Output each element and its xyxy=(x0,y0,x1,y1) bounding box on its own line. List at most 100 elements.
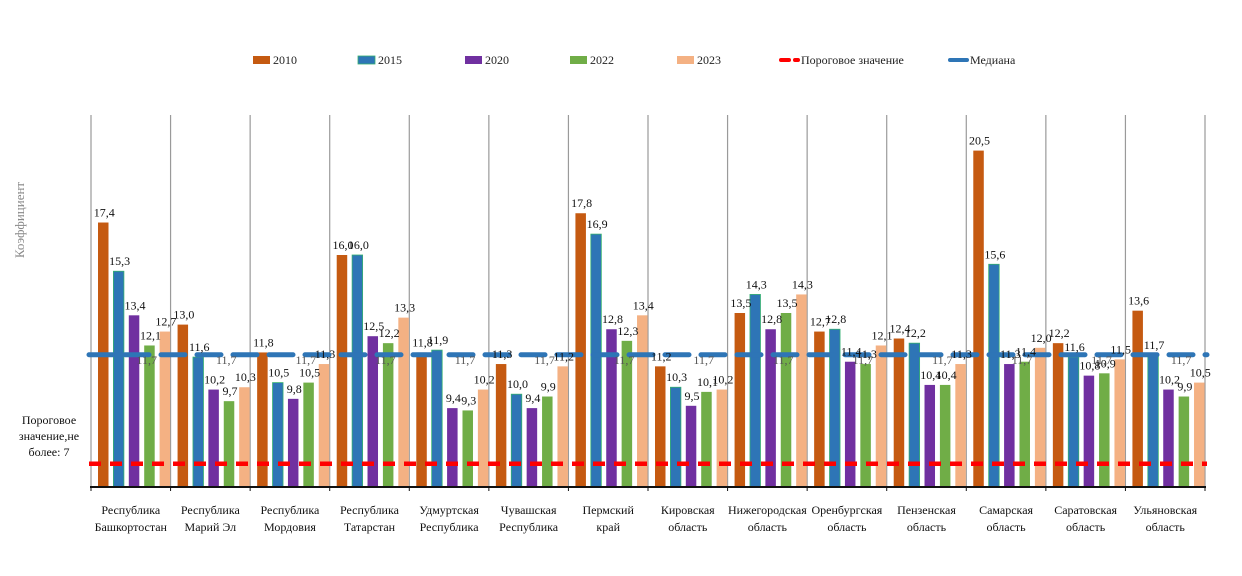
threshold-annotation-line: Пороговое xyxy=(22,413,76,427)
y-axis-label: Коэффициент xyxy=(12,182,27,259)
bar-2015-7 xyxy=(670,386,682,488)
data-label-2022-3: 12,2 xyxy=(379,326,400,340)
median-label: 11,7 xyxy=(534,353,555,367)
bar-2022-13 xyxy=(1178,396,1190,487)
bar-2022-9 xyxy=(860,364,871,487)
bar-2020-7 xyxy=(685,405,697,487)
legend-label: Медиана xyxy=(970,53,1016,67)
category-label: область xyxy=(1146,520,1186,534)
x-axis: Республика Башкортостан Республика Марий Эл… xyxy=(90,486,1206,534)
bar-2010-7 xyxy=(655,366,666,487)
data-label-2022-9: 11,3 xyxy=(856,347,877,361)
data-label-2020-8: 12,8 xyxy=(761,312,782,326)
data-label-2020-11: 11,3 xyxy=(1000,347,1021,361)
bar-2010-4 xyxy=(416,352,427,487)
data-label-2015-3: 16,0 xyxy=(348,238,369,252)
data-label-2023-7: 10,2 xyxy=(712,373,733,387)
bar-2010-11 xyxy=(973,150,984,487)
data-label-2022-5: 9,9 xyxy=(541,380,556,394)
bar-2015-0 xyxy=(113,270,125,488)
category-separators xyxy=(90,115,1206,487)
bar-2022-2 xyxy=(303,382,314,487)
data-label-2022-8: 13,5 xyxy=(777,296,798,310)
legend-item-2023: 2023 xyxy=(677,53,721,67)
legend-swatch xyxy=(677,56,694,64)
data-label-2022-6: 12,3 xyxy=(617,324,638,338)
data-label-2020-1: 10,2 xyxy=(204,373,225,387)
data-label-2015-1: 11,6 xyxy=(189,340,210,354)
data-label-2010-4: 11,8 xyxy=(412,335,433,349)
category-label: Нижегородская xyxy=(728,503,807,517)
category-label: Республика xyxy=(499,520,559,534)
data-label-2010-12: 12,2 xyxy=(1049,326,1070,340)
category-label: Самарская xyxy=(979,503,1033,517)
category-label: Пензенская xyxy=(897,503,956,517)
legend-item-2020: 2020 xyxy=(465,53,509,67)
legend-swatch xyxy=(570,56,587,64)
threshold-annotation-line: более: 7 xyxy=(29,445,70,459)
bar-2022-0 xyxy=(144,345,155,487)
category-label: область xyxy=(1066,520,1106,534)
bar-2015-4 xyxy=(431,349,443,488)
data-label-2020-7: 9,5 xyxy=(685,389,700,403)
bar-2020-6 xyxy=(606,329,617,487)
bar-2023-3 xyxy=(398,317,409,487)
legend-label: 2015 xyxy=(378,53,402,67)
bar-2023-9 xyxy=(875,345,887,487)
legend-swatch xyxy=(357,55,376,65)
bar-2023-11 xyxy=(1034,347,1046,487)
category-label: Удмуртская xyxy=(419,503,479,517)
data-label-2020-6: 12,8 xyxy=(602,312,623,326)
category-label: Республика xyxy=(340,503,400,517)
data-labels: 17,4 13,0 11,8 16,0 11,8 11,3 17,8 11,2 13,5 12,7… xyxy=(94,134,1211,408)
category-label: область xyxy=(907,520,947,534)
bar-2023-1 xyxy=(239,387,250,487)
median-label: 11,7 xyxy=(1012,353,1033,367)
bar-2010-2 xyxy=(257,352,268,487)
legend-label: 2020 xyxy=(485,53,509,67)
bar-2020-8 xyxy=(765,329,776,487)
bar-2015-13 xyxy=(1147,354,1159,488)
bar-2010-8 xyxy=(734,313,746,487)
data-label-2023-12: 11,5 xyxy=(1110,342,1131,356)
bar-2023-10 xyxy=(955,364,966,487)
data-label-2020-0: 13,4 xyxy=(125,298,146,312)
data-label-2023-10: 11,3 xyxy=(951,347,972,361)
bar-2023-12 xyxy=(1114,359,1125,487)
data-label-2010-9: 12,7 xyxy=(810,315,831,329)
legend-label: 2023 xyxy=(697,53,721,67)
bars xyxy=(98,150,1205,488)
category-label: Ульяновская xyxy=(1133,503,1197,517)
data-label-2015-2: 10,5 xyxy=(268,366,289,380)
bar-2015-3 xyxy=(351,254,364,488)
bar-2022-8 xyxy=(780,313,792,487)
data-label-2010-13: 13,6 xyxy=(1128,294,1149,308)
category-label: Татарстан xyxy=(344,520,396,534)
data-label-2015-5: 10,0 xyxy=(507,377,528,391)
bar-2015-2 xyxy=(272,382,284,488)
data-label-2015-7: 10,3 xyxy=(666,370,687,384)
legend-label: 2010 xyxy=(273,53,297,67)
data-label-2022-10: 10,4 xyxy=(936,368,957,382)
bar-2023-8 xyxy=(796,294,807,487)
bar-2023-13 xyxy=(1194,382,1205,487)
bar-2010-10 xyxy=(893,338,905,487)
bar-2020-12 xyxy=(1083,375,1095,487)
data-label-2022-4: 9,3 xyxy=(461,393,476,407)
legend-item-Медиана: Медиана xyxy=(948,53,1016,67)
bar-2020-10 xyxy=(924,384,936,487)
bar-2022-11 xyxy=(1019,361,1030,487)
bar-2020-5 xyxy=(526,408,538,487)
category-label: Мордовия xyxy=(264,520,316,534)
data-label-2010-2: 11,8 xyxy=(253,335,274,349)
bar-2022-1 xyxy=(223,401,235,487)
data-label-2022-11: 11,4 xyxy=(1015,345,1036,359)
bar-2015-12 xyxy=(1067,356,1080,488)
category-label: Пермский xyxy=(583,503,635,517)
data-label-2022-13: 9,9 xyxy=(1177,380,1192,394)
bar-2010-13 xyxy=(1132,310,1143,487)
legend-label: 2022 xyxy=(590,53,614,67)
data-label-2023-0: 12,7 xyxy=(155,315,176,329)
median-label: 11,7 xyxy=(1171,353,1192,367)
data-label-2015-9: 12,8 xyxy=(825,312,846,326)
